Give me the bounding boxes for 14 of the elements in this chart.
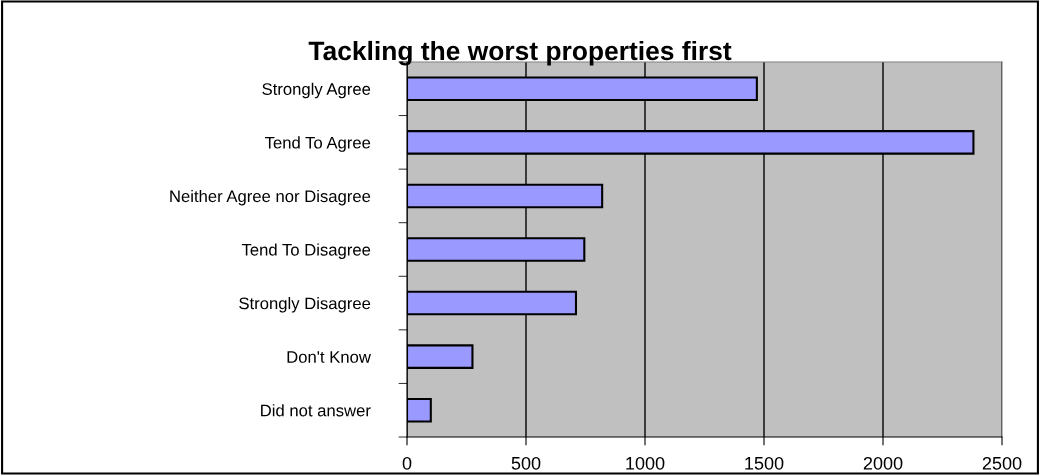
x-tick-label: 1000 [626,456,665,470]
y-tick-label: Strongly Agree [262,82,371,99]
y-tick-label: Tend To Agree [265,136,371,152]
y-tick-label: Did not answer [261,404,371,417]
chart-title: Tackling the worst properties first [308,40,732,66]
y-tick-label: Neither Agree nor Disagree [170,189,371,206]
x-tick-label: 500 [511,456,541,470]
y-tick-label: Don't Know [287,351,371,363]
x-tick-label: 2000 [863,456,903,470]
y-tick-label: Strongly Disagree [239,297,371,313]
x-tick-label: 0 [402,456,412,470]
x-tick-label: 2500 [982,456,1022,470]
y-tick-label: Tend To Disagree [241,243,371,259]
x-tick-label: 1500 [745,456,784,470]
